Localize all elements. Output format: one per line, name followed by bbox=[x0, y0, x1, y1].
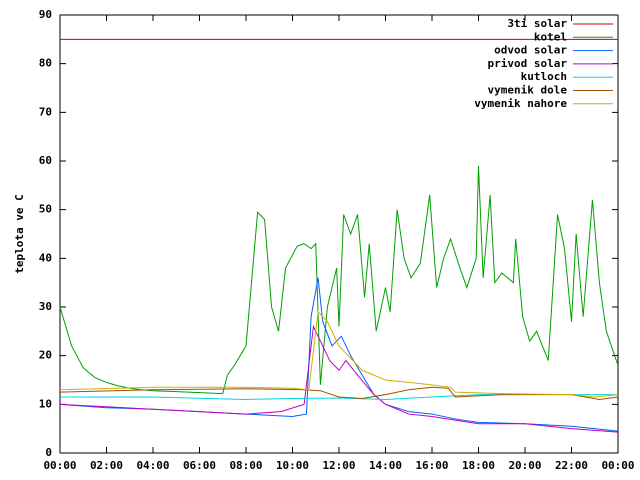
x-tick-label: 10:00 bbox=[276, 459, 309, 472]
y-tick-label: 30 bbox=[39, 300, 52, 313]
x-tick-label: 12:00 bbox=[322, 459, 355, 472]
x-tick-label: 08:00 bbox=[229, 459, 262, 472]
x-tick-label: 18:00 bbox=[462, 459, 495, 472]
y-axis-label: teplota ve C bbox=[13, 194, 26, 273]
y-tick-label: 70 bbox=[39, 105, 52, 118]
legend-label: vymenik nahore bbox=[474, 97, 567, 110]
legend-label: kotel bbox=[534, 30, 567, 43]
x-tick-label: 02:00 bbox=[90, 459, 123, 472]
series-line bbox=[59, 324, 619, 433]
legend-label: 3ti solar bbox=[507, 17, 567, 30]
y-tick-label: 50 bbox=[39, 203, 52, 216]
y-tick-label: 10 bbox=[39, 397, 52, 410]
series-line bbox=[59, 277, 619, 432]
series-line bbox=[59, 310, 619, 398]
legend-label: odvod solar bbox=[494, 44, 567, 57]
legend-label: kutloch bbox=[521, 70, 567, 83]
x-tick-label: 22:00 bbox=[555, 459, 588, 472]
x-tick-label: 14:00 bbox=[369, 459, 402, 472]
x-tick-label: 00:00 bbox=[43, 459, 76, 472]
y-tick-label: 0 bbox=[45, 446, 52, 459]
series-line bbox=[59, 165, 619, 395]
y-tick-label: 60 bbox=[39, 154, 52, 167]
x-tick-label: 00:00 bbox=[601, 459, 634, 472]
x-tick-label: 20:00 bbox=[508, 459, 541, 472]
legend-label: privod solar bbox=[488, 57, 568, 70]
y-tick-label: 40 bbox=[39, 251, 52, 264]
x-tick-label: 04:00 bbox=[136, 459, 169, 472]
y-tick-label: 90 bbox=[39, 8, 52, 21]
legend-label: vymenik dole bbox=[488, 84, 568, 97]
y-tick-label: 80 bbox=[39, 57, 52, 70]
x-tick-label: 06:00 bbox=[183, 459, 216, 472]
y-tick-label: 20 bbox=[39, 349, 52, 362]
x-tick-label: 16:00 bbox=[415, 459, 448, 472]
